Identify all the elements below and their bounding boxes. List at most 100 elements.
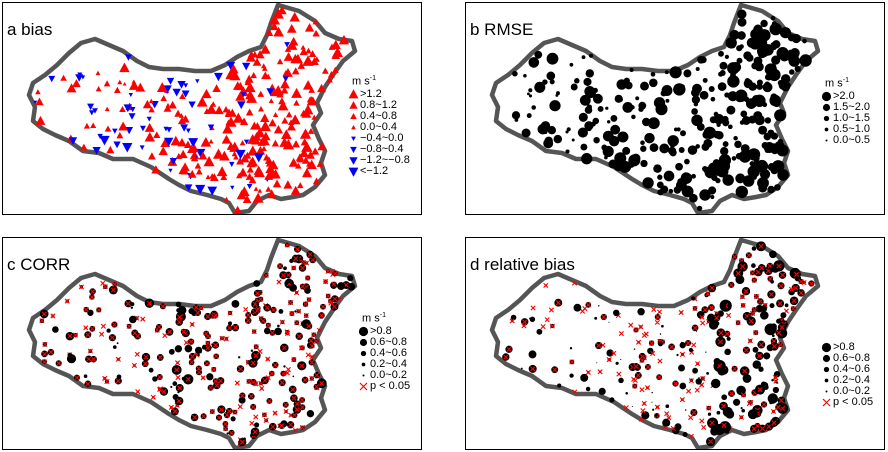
negative-bias-marker (113, 141, 121, 149)
station-dot (756, 83, 763, 90)
station-dot (730, 72, 736, 79)
legend-label: >0.8 (370, 325, 392, 337)
station-dot (529, 317, 531, 320)
station-dot (774, 109, 787, 122)
station-dot (510, 314, 517, 321)
station-dot (740, 407, 743, 410)
legend-symbol (359, 338, 368, 347)
station-dot (740, 110, 748, 118)
station-dot (675, 179, 687, 191)
positive-bias-marker (268, 14, 281, 25)
station-dot (722, 170, 728, 176)
positive-bias-marker (282, 70, 290, 77)
station-dot (129, 315, 137, 324)
station-dot (705, 351, 707, 353)
station-dot (226, 432, 229, 435)
station-dot (724, 54, 729, 60)
station-dot (673, 83, 686, 96)
station-dot (579, 94, 591, 106)
legend-label: 1.0~1.5 (833, 112, 871, 124)
positive-bias-marker (158, 146, 168, 156)
station-dot (631, 406, 633, 407)
station-dot (669, 66, 682, 79)
positive-bias-marker (240, 118, 247, 125)
negative-bias-marker (188, 101, 196, 109)
station-dot (782, 77, 789, 84)
positive-bias-marker (35, 115, 46, 125)
positive-bias-marker (242, 195, 252, 203)
station-dot (580, 143, 588, 151)
positive-bias-marker (288, 157, 299, 167)
station-dot (644, 132, 655, 144)
station-dot (679, 382, 687, 390)
negative-bias-marker (128, 113, 136, 120)
negative-bias-marker (235, 149, 246, 160)
positive-bias-marker (219, 150, 230, 161)
negative-bias-marker (88, 110, 95, 116)
station-dot (528, 350, 537, 359)
station-dot (764, 117, 772, 124)
negative-bias-marker (129, 107, 136, 113)
legend-symbol (821, 342, 832, 353)
legend-label: p < 0.05 (833, 396, 874, 408)
station-dot (585, 386, 591, 392)
station-dot (238, 396, 246, 404)
legend-label: >1.2 (360, 88, 382, 100)
station-dot (695, 67, 700, 71)
station-dot (724, 92, 730, 98)
positive-bias-marker (122, 81, 127, 86)
legend-label: 0.0~0.2 (833, 385, 871, 397)
positive-bias-marker (196, 96, 208, 107)
station-dot (622, 146, 631, 155)
legend-unit-exponent: -1 (369, 75, 376, 82)
positive-bias-marker (273, 26, 284, 37)
positive-bias-marker (295, 153, 305, 161)
station-dot (657, 174, 663, 180)
positive-bias-marker (232, 81, 243, 90)
positive-bias-marker (331, 66, 339, 73)
positive-bias-marker (117, 79, 123, 85)
negative-bias-marker (207, 186, 218, 196)
positive-bias-marker (281, 117, 289, 124)
station-dot (250, 349, 254, 352)
negative-bias-marker (183, 83, 189, 88)
station-dot (701, 143, 710, 151)
negative-bias-marker (213, 72, 223, 82)
positive-bias-marker (148, 106, 155, 113)
positive-bias-marker (174, 109, 182, 117)
station-dot (680, 130, 686, 137)
positive-bias-marker (313, 56, 320, 62)
station-dot (737, 9, 747, 19)
positive-bias-marker (203, 156, 215, 167)
station-dot (743, 96, 750, 103)
station-dot (668, 146, 677, 155)
station-dot (627, 161, 635, 168)
station-dot (547, 125, 557, 135)
positive-bias-marker (280, 79, 290, 89)
negative-bias-marker (48, 75, 56, 83)
station-dot (640, 145, 647, 152)
station-dot (703, 126, 716, 139)
station-dot (665, 404, 670, 409)
positive-bias-marker (301, 167, 313, 178)
positive-bias-marker (66, 83, 77, 93)
station-dot (718, 50, 724, 57)
station-dot (152, 376, 158, 382)
station-dot (776, 47, 789, 60)
legend-label: 0.2~0.4 (833, 374, 871, 386)
positive-bias-marker (290, 185, 301, 195)
positive-bias-marker (220, 173, 228, 180)
positive-bias-marker (317, 141, 327, 151)
legend-label: <−1.2 (360, 165, 389, 177)
station-dot (549, 79, 555, 85)
station-dot (669, 141, 676, 148)
legend-symbol (348, 167, 359, 177)
station-dot (719, 61, 728, 70)
station-dot (762, 82, 773, 93)
positive-bias-marker (308, 50, 317, 58)
station-dot (771, 334, 775, 338)
legend-unit-text: m s (825, 77, 843, 90)
positive-bias-marker (300, 44, 306, 50)
station-dot (521, 128, 531, 138)
station-dot (661, 324, 664, 328)
